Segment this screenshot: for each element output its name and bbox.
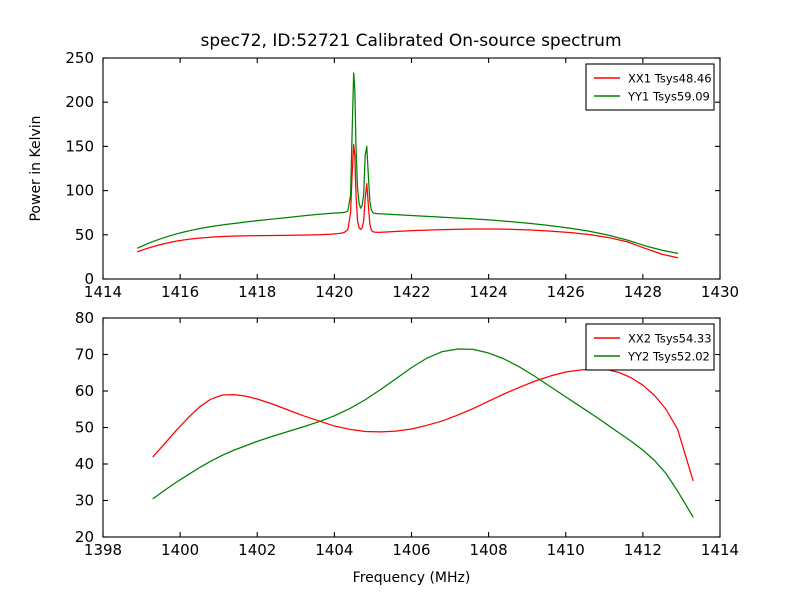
spectrum-trace	[152, 368, 694, 482]
legend-label: YY1 Tsys59.09	[627, 90, 710, 104]
bottom-panel: 1398 1400 1402 1404 1406 1408 1410 1412 1414 20 30…	[75, 309, 739, 586]
x-tick-label: 1410	[547, 541, 585, 559]
y-tick-label: 150	[65, 137, 94, 155]
y-tick-label: 40	[75, 455, 94, 473]
x-tick-label: 1422	[392, 283, 430, 301]
x-axis-label: Frequency (MHz)	[353, 570, 471, 586]
x-tick-label: 1406	[392, 541, 430, 559]
spectrum-trace	[137, 144, 679, 259]
legend: XX1 Tsys48.46 YY1 Tsys59.09	[585, 63, 715, 111]
x-tick-label: 1404	[315, 541, 353, 559]
x-tick-label: 1414	[701, 541, 739, 559]
spectrum-trace	[152, 348, 694, 518]
x-tick-label: 1412	[624, 541, 662, 559]
x-tick-label: 1414	[84, 283, 122, 301]
x-tick-label: 1402	[238, 541, 276, 559]
y-tick-label: 50	[75, 419, 94, 437]
x-tick-label: 1400	[161, 541, 199, 559]
y-tick-label: 20	[75, 528, 94, 546]
legend-label: YY2 Tsys52.02	[627, 350, 710, 364]
page-title: spec72, ID:52721 Calibrated On-source sp…	[200, 31, 621, 51]
y-tick-label: 80	[75, 309, 94, 327]
x-tick-label: 1420	[315, 283, 353, 301]
x-tick-label: 1428	[624, 283, 662, 301]
y-tick-label: 250	[65, 49, 94, 67]
y-tick-label: 0	[84, 270, 94, 288]
y-tick-label: 100	[65, 182, 94, 200]
x-tick-label: 1398	[84, 541, 122, 559]
legend-label: XX2 Tsys54.33	[628, 332, 712, 346]
y-tick-label: 30	[75, 492, 94, 510]
x-tick-label: 1416	[161, 283, 199, 301]
legend: XX2 Tsys54.33 YY2 Tsys52.02	[585, 323, 715, 371]
y-axis-label: Power in Kelvin	[28, 115, 44, 221]
legend-label: XX1 Tsys48.46	[628, 72, 712, 86]
x-tick-label: 1418	[238, 283, 276, 301]
y-tick-label: 50	[75, 226, 94, 244]
x-tick-label: 1430	[701, 283, 739, 301]
spectrum-trace	[137, 72, 679, 254]
x-tick-label: 1424	[470, 283, 508, 301]
top-panel: 1414 1416 1418 1420 1422 1424 1426 1428 1430 0 50 1…	[28, 49, 739, 301]
y-tick-label: 200	[65, 93, 94, 111]
x-tick-label: 1408	[470, 541, 508, 559]
y-tick-label: 70	[75, 346, 94, 364]
y-tick-label: 60	[75, 382, 94, 400]
x-tick-label: 1426	[547, 283, 585, 301]
